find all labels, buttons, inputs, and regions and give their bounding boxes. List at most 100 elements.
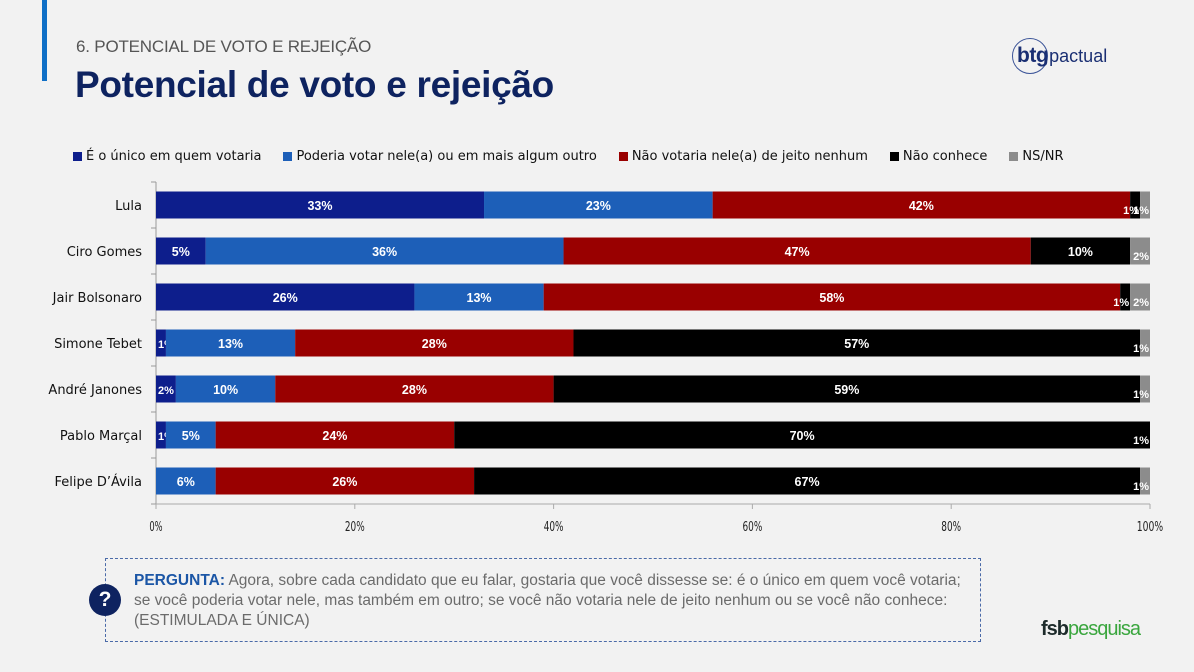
legend-item: Não votaria nele(a) de jeito nenhum [618,149,868,164]
bar-segment [712,191,1131,219]
x-tick-label: 60% [743,520,763,535]
legend-label: Não votaria nele(a) de jeito nenhum [631,149,868,164]
bar-segment [563,237,1031,265]
page-title: Potencial de voto e rejeição [75,64,554,105]
logo-bold-text: btg [1017,44,1049,67]
logo-circle [1012,38,1048,74]
data-label: 24% [322,429,347,443]
data-label: 33% [307,199,332,213]
category-label: Jair Bolsonaro [52,291,142,306]
logo-light-text: pactual [1049,45,1108,66]
bar-segment [165,329,296,357]
data-label: 1% [1133,343,1149,355]
data-label: 42% [909,199,934,213]
x-tick-label: 40% [544,520,564,535]
data-label: 59% [834,383,859,397]
bar-segment [175,375,276,403]
bar-segment [275,375,554,403]
btg-pactual-logo: btg pactual [1012,38,1107,74]
bar-segment [414,283,544,311]
legend-item: NS/NR [1009,149,1064,164]
bar-segment [156,237,206,265]
question-text: PERGUNTA: Agora, sobre cada candidato qu… [134,571,974,631]
data-label: 2% [1133,297,1149,309]
bar-segment [1140,467,1150,495]
stacked-bar-chart: 0% 20% 40% 60% 80% 100%Lula 33% 23% 42% 1%1%Ciro … [48,181,1163,535]
fsb-pesquisa-logo: fsbpesquisa [1041,618,1141,641]
question-body: Agora, sobre cada candidato que eu falar… [134,572,961,629]
legend-swatch [889,152,899,161]
bar-segment [573,329,1141,357]
data-label: 47% [785,245,810,259]
bar-segment [205,237,564,265]
data-label: 1% [1113,297,1129,309]
data-label: 10% [213,383,238,397]
data-label: 26% [332,475,357,489]
fsb-light-text: pesquisa [1068,618,1141,640]
bar-segment [1140,375,1150,403]
bar-segment [156,421,166,449]
bar-segment [215,421,455,449]
data-label: 1% [1133,205,1149,217]
data-label: 28% [402,383,427,397]
x-tick-label: 0% [149,520,162,535]
data-label: 1% [1133,435,1149,447]
data-label: 6% [177,475,195,489]
legend-item: É o único em quem votaria [73,149,261,164]
fsb-bold-text: fsb [1041,618,1069,640]
legend-swatch [73,152,82,161]
data-label: 70% [790,429,815,443]
legend-item: Não conhece [889,149,988,164]
bar-segment [1130,237,1150,265]
x-tick-label: 20% [345,520,365,535]
data-label: 1% [1123,205,1139,217]
data-label: 2% [158,385,174,397]
data-label: 36% [372,245,397,259]
legend-label: É o único em quem votaria [86,149,262,164]
question-icon: ? [89,584,121,616]
bar-segment [165,421,216,449]
data-label: 23% [586,199,611,213]
bar-segment [1030,237,1131,265]
x-tick-label: 80% [941,520,961,535]
legend-label: Não conhece [902,149,988,164]
data-label: 28% [422,337,447,351]
bar-segment [215,467,475,495]
category-label: André Janones [48,383,142,398]
category-label: Ciro Gomes [67,245,143,260]
bar-segment [156,467,216,495]
bar-segment [1130,283,1150,311]
bar-segment [1140,191,1150,219]
bar-segment [156,375,176,403]
data-label: 57% [844,337,869,351]
bar-segment [1130,191,1141,219]
legend-swatch [618,152,628,161]
data-label: 10% [1068,245,1093,259]
legend-swatch [1009,152,1019,161]
section-label: 6. POTENCIAL DE VOTO E REJEIÇÃO [76,37,372,56]
data-label: 13% [467,291,492,305]
legend-label: NS/NR [1022,149,1064,164]
category-label: Pablo Marçal [60,429,142,444]
bar-segment [156,329,166,357]
bar-segment [553,375,1141,403]
bar-segment [474,467,1141,495]
bar-segment [156,191,485,219]
x-tick-label: 100% [1137,520,1163,535]
data-label: 5% [172,245,190,259]
data-label: 2% [1133,251,1149,263]
category-label: Simone Tebet [54,337,142,352]
data-label: 26% [273,291,298,305]
data-label: 1% [1133,481,1149,493]
data-label: 5% [182,429,200,443]
bar-segment [156,283,415,311]
category-label: Felipe D’Ávila [54,474,142,490]
legend-swatch [283,152,293,161]
bar-segment [295,329,574,357]
data-label: 13% [218,337,243,351]
bar-segment [1140,329,1150,357]
legend-item: Poderia votar nele(a) ou em mais algum o… [283,149,597,164]
bar-segment [1120,283,1131,311]
legend-label: Poderia votar nele(a) ou em mais algum o… [296,149,597,164]
bar-segment [543,283,1121,311]
